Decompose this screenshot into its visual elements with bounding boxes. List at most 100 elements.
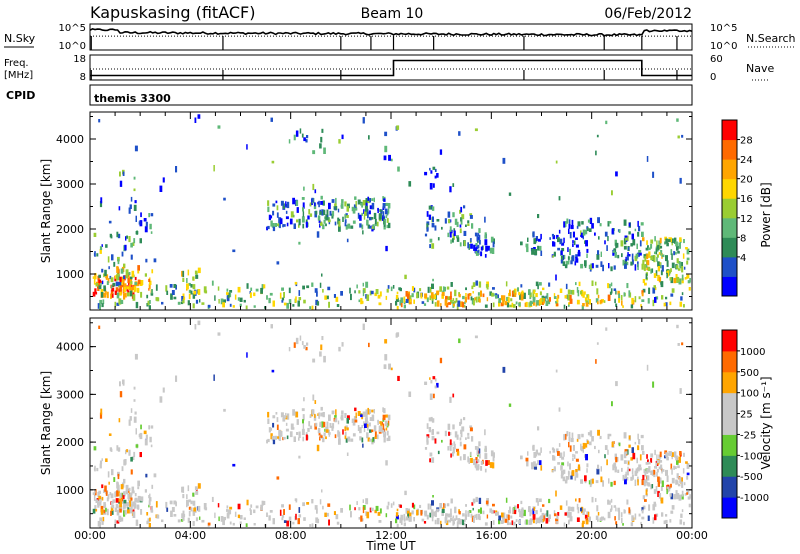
- power-mark: [384, 218, 387, 223]
- power-mark: [470, 243, 473, 249]
- velocity-mark: [429, 393, 433, 400]
- power-mark: [379, 209, 382, 212]
- velocity-mark: [274, 435, 278, 440]
- velocity-mark: [472, 498, 476, 504]
- velocity-mark: [133, 451, 136, 457]
- velocity-mark: [459, 437, 462, 441]
- power-mark: [533, 238, 537, 245]
- nsky-tick-top: 10^5: [59, 23, 86, 34]
- velocity-mark: [371, 429, 374, 433]
- velocity-mark: [457, 518, 461, 525]
- power-mark: [360, 298, 363, 305]
- power-mark: [255, 288, 259, 292]
- power-mark: [469, 215, 473, 219]
- velocity-mark: [385, 460, 388, 466]
- power-mark: [114, 301, 117, 308]
- power-mark: [542, 287, 545, 291]
- velocity-mark: [490, 450, 494, 457]
- velocity-mark: [390, 367, 393, 371]
- velocity-mark: [525, 457, 529, 462]
- power-mark: [658, 276, 662, 283]
- power-mark: [366, 211, 369, 216]
- power-mark: [429, 238, 433, 243]
- power-mark: [373, 212, 377, 220]
- power-mark: [266, 226, 268, 231]
- power-mark: [350, 225, 354, 229]
- power-mark: [187, 300, 190, 306]
- velocity-mark: [283, 509, 285, 515]
- velocity-mark: [612, 464, 615, 471]
- velocity-mark: [580, 443, 582, 449]
- power-mark: [611, 228, 614, 234]
- velocity-mark: [115, 498, 119, 503]
- x-axis-label: Time UT: [365, 539, 416, 553]
- velocity-mark: [578, 498, 581, 503]
- velocity-mark: [100, 497, 103, 500]
- velocity-mark: [459, 441, 462, 447]
- velocity-mark: [362, 323, 365, 330]
- y-tick-label: 1000: [56, 268, 84, 281]
- power-mark: [181, 270, 183, 277]
- power-mark: [474, 247, 477, 254]
- velocity-mark: [194, 324, 197, 330]
- power-mark: [532, 231, 535, 238]
- velocity-mark: [352, 421, 356, 426]
- velocity-mark: [429, 452, 433, 457]
- velocity-mark: [582, 446, 584, 453]
- colorbar-tick-label: 12: [740, 214, 753, 225]
- velocity-mark: [332, 423, 335, 429]
- velocity-mark: [234, 511, 237, 517]
- power-mark: [671, 238, 674, 244]
- velocity-mark: [568, 442, 570, 448]
- velocity-mark: [276, 424, 279, 430]
- power-mark: [668, 270, 672, 274]
- velocity-mark: [532, 508, 535, 515]
- velocity-mark: [227, 509, 230, 516]
- power-mark: [324, 295, 327, 300]
- power-mark: [322, 224, 325, 230]
- velocity-mark: [261, 500, 264, 506]
- velocity-mark: [151, 505, 153, 511]
- velocity-mark: [353, 416, 357, 421]
- velocity-mark: [294, 498, 298, 501]
- power-mark: [294, 281, 298, 285]
- velocity-mark: [407, 508, 410, 513]
- power-mark: [591, 280, 594, 286]
- velocity-mark: [360, 515, 363, 522]
- power-mark: [580, 290, 583, 295]
- power-mark: [148, 288, 150, 291]
- velocity-mark: [625, 451, 628, 455]
- power-mark: [595, 150, 597, 156]
- velocity-mark: [337, 420, 340, 425]
- velocity-mark: [616, 457, 619, 462]
- power-mark: [480, 246, 483, 251]
- power-mark: [286, 302, 290, 309]
- velocity-mark: [124, 459, 127, 465]
- power-mark: [439, 149, 443, 155]
- velocity-mark: [97, 497, 101, 502]
- velocity-mark: [344, 426, 347, 432]
- power-mark: [682, 253, 685, 259]
- velocity-mark: [181, 513, 184, 519]
- power-mark: [143, 218, 147, 222]
- velocity-mark: [429, 377, 431, 380]
- power-mark: [449, 186, 452, 193]
- velocity-mark: [476, 460, 479, 464]
- power-mark: [646, 266, 649, 271]
- velocity-mark: [103, 509, 106, 514]
- power-mark: [395, 300, 398, 306]
- velocity-mark: [594, 498, 597, 502]
- power-mark: [472, 291, 474, 294]
- velocity-mark: [540, 447, 542, 453]
- power-mark: [625, 237, 628, 241]
- velocity-mark: [269, 427, 273, 431]
- power-mark: [395, 294, 399, 300]
- velocity-mark: [312, 358, 316, 363]
- power-mark: [459, 224, 462, 228]
- power-mark: [513, 304, 516, 308]
- velocity-mark: [316, 444, 320, 452]
- power-mark: [271, 160, 275, 164]
- power-mark: [367, 212, 369, 219]
- velocity-mark: [607, 511, 611, 519]
